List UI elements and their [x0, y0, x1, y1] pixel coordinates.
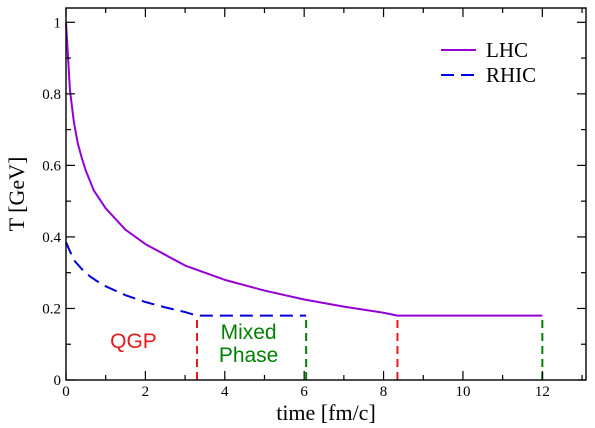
y-tick-label: 0.6: [42, 158, 61, 174]
x-tick-label: 4: [221, 384, 229, 400]
annotation-label: Mixed: [221, 321, 277, 344]
y-axis-title: T [GeV]: [4, 157, 29, 232]
y-tick-label: 0: [54, 373, 62, 389]
x-tick-label: 8: [380, 384, 388, 400]
y-tick-label: 1: [54, 15, 62, 31]
x-tick-label: 6: [300, 384, 308, 400]
phase-markers: [195, 315, 544, 380]
series-lines: [65, 22, 543, 317]
x-tick-label: 10: [455, 384, 470, 400]
plot-frame: [65, 7, 587, 381]
series-lhc-line: [65, 22, 543, 317]
x-tick-label: 2: [142, 384, 150, 400]
x-tick-label: 12: [535, 384, 550, 400]
x-tick-label: 0: [62, 384, 70, 400]
y-tick-label: 0.2: [42, 301, 61, 317]
annotation-label: QGP: [110, 330, 157, 353]
y-tick-label: 0.8: [42, 87, 61, 103]
axis-ticks: [65, 8, 586, 381]
annotation-label: Phase: [219, 344, 279, 367]
x-axis-title: time [fm/c]: [276, 400, 376, 425]
y-tick-label: 0.4: [42, 230, 61, 246]
series-rhic-line: [65, 241, 307, 317]
legend-label-lhc: LHC: [486, 38, 528, 62]
legend-label-rhic: RHIC: [486, 63, 536, 87]
tick-labels: 0 2 4 6 8 10 12 0 0.2 0.4 0.6 0.8 1: [42, 15, 550, 400]
